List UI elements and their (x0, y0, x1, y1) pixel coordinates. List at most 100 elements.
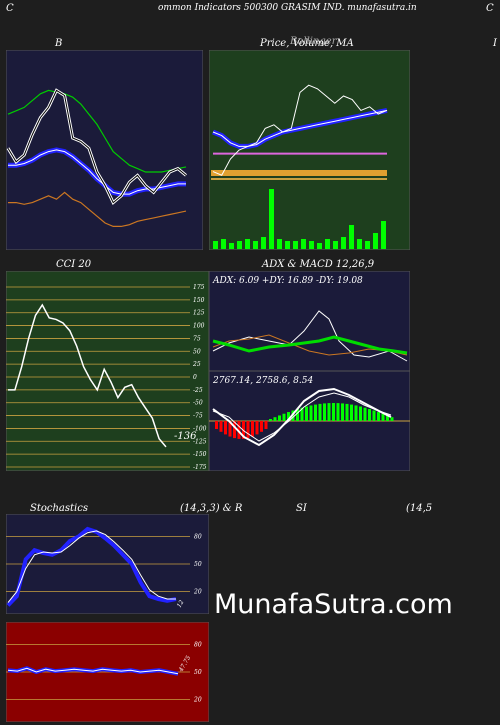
macd-bar (260, 421, 263, 432)
price-volume-panel (209, 50, 410, 250)
macd-bar (264, 421, 268, 429)
price-label: Price, Volume, MA (260, 38, 354, 49)
price-line (212, 84, 388, 176)
volume-bar (221, 239, 226, 249)
volume-bar (349, 225, 354, 249)
stoch-tick-label: 20 (193, 589, 202, 596)
cci-tick-label: 50 (193, 348, 201, 355)
header-left-letter: C (6, 3, 14, 14)
ma-band (211, 170, 387, 180)
macd-line (212, 387, 392, 447)
watermark: MunafaSutra.com (214, 589, 453, 620)
ma-short-line (212, 107, 388, 149)
macd-bar (309, 405, 313, 421)
volume-bar (261, 237, 266, 249)
rsi-line (7, 666, 179, 676)
cci-tick-label: 125 (193, 310, 205, 317)
bb-price-line (6, 88, 187, 205)
stoch-label: Stochastics (30, 503, 88, 514)
stoch-d-line (7, 530, 176, 603)
rsi-tick-label: 20 (193, 697, 202, 704)
rsi-params: (14,5 (406, 503, 433, 514)
cci-tick-label: 75 (193, 335, 201, 342)
bollinger-panel (6, 50, 203, 250)
rsi-tick-label: 50 (194, 669, 202, 676)
macd-bar (233, 421, 236, 439)
adx-panel: ADX: 6.09 +DY: 16.89 -DY: 19.08 (209, 271, 410, 371)
rsi-label: SI (296, 503, 307, 514)
volume-bar (277, 239, 282, 249)
macd-bar (269, 419, 272, 421)
header-right-letter: C (486, 3, 494, 14)
volume-bar (269, 189, 274, 249)
right-edge-label: I (493, 38, 497, 49)
macd-bar (332, 403, 335, 421)
cci-panel: 175 150 125 100 75 50 25 0 -25 -50 -75 -100 -125 -150… (6, 271, 209, 471)
macd-bar (305, 406, 308, 421)
macd-bar (228, 421, 232, 437)
macd-bar (237, 421, 241, 439)
macd-bar (219, 421, 223, 432)
stoch-value: 12 (176, 599, 186, 609)
stoch-tick-label: 80 (194, 533, 202, 540)
stoch-gridlines: 80 50 20 (6, 533, 202, 596)
volume-bar (229, 243, 234, 249)
macd-bar (377, 412, 380, 421)
bb-lower-line (8, 191, 187, 227)
macd-bar (300, 407, 304, 421)
macd-bar (296, 409, 299, 421)
volume-bar (237, 241, 242, 249)
macd-signal-line (212, 392, 392, 442)
volume-bar (293, 241, 298, 249)
cci-label: CCI 20 (56, 259, 92, 270)
stoch-k-line (6, 526, 177, 607)
bb-upper-line (7, 89, 187, 173)
macd-bar (255, 421, 259, 435)
volume-bar (253, 241, 258, 249)
cci-tick-label: 25 (192, 361, 201, 368)
macd-bar (386, 415, 389, 421)
macd-bar (390, 417, 394, 421)
cci-tick-label: -75 (193, 413, 203, 420)
price-overlap-label: Bollinger (290, 36, 337, 47)
macd-bar (251, 421, 254, 437)
cci-gridlines (6, 286, 190, 468)
stochastics-panel: 80 50 20 12 (6, 514, 209, 614)
macd-bar (327, 403, 331, 421)
volume-bars (213, 189, 386, 249)
adx-plus-line (212, 310, 408, 362)
macd-bar (345, 403, 349, 421)
macd-bar (341, 403, 344, 421)
volume-bar (333, 241, 338, 249)
macd-bar (314, 404, 317, 421)
cci-tick-label: -150 (193, 451, 207, 458)
macd-bar (278, 415, 281, 421)
volume-bar (285, 241, 290, 249)
cci-tick-label: -50 (193, 400, 203, 407)
stoch-params: (14,3,3) & R (180, 503, 243, 514)
cci-tick-label: -125 (193, 438, 207, 445)
macd-bar (363, 407, 367, 421)
macd-bar (336, 403, 340, 421)
macd-bar (318, 403, 322, 421)
macd-bar (282, 413, 286, 421)
adx-values: ADX: 6.09 +DY: 16.89 -DY: 19.08 (212, 276, 363, 286)
macd-bar (350, 404, 353, 421)
volume-bar (373, 233, 378, 249)
volume-bar (245, 239, 250, 249)
volume-bar (301, 239, 306, 249)
macd-bar (372, 410, 376, 421)
macd-bar (323, 403, 326, 421)
macd-bar (287, 412, 290, 421)
macd-bar (381, 413, 385, 421)
cci-tick-label: -25 (193, 387, 203, 394)
macd-bar (215, 421, 218, 429)
cci-tick-label: 150 (193, 297, 205, 304)
volume-bar (357, 239, 362, 249)
stoch-tick-label: 50 (194, 561, 202, 568)
cci-tick-label: -175 (193, 464, 207, 471)
page-title: ommon Indicators 500300 GRASIM IND. muna… (158, 3, 417, 13)
cci-line (8, 303, 167, 448)
cci-tick-label: 100 (193, 323, 205, 330)
